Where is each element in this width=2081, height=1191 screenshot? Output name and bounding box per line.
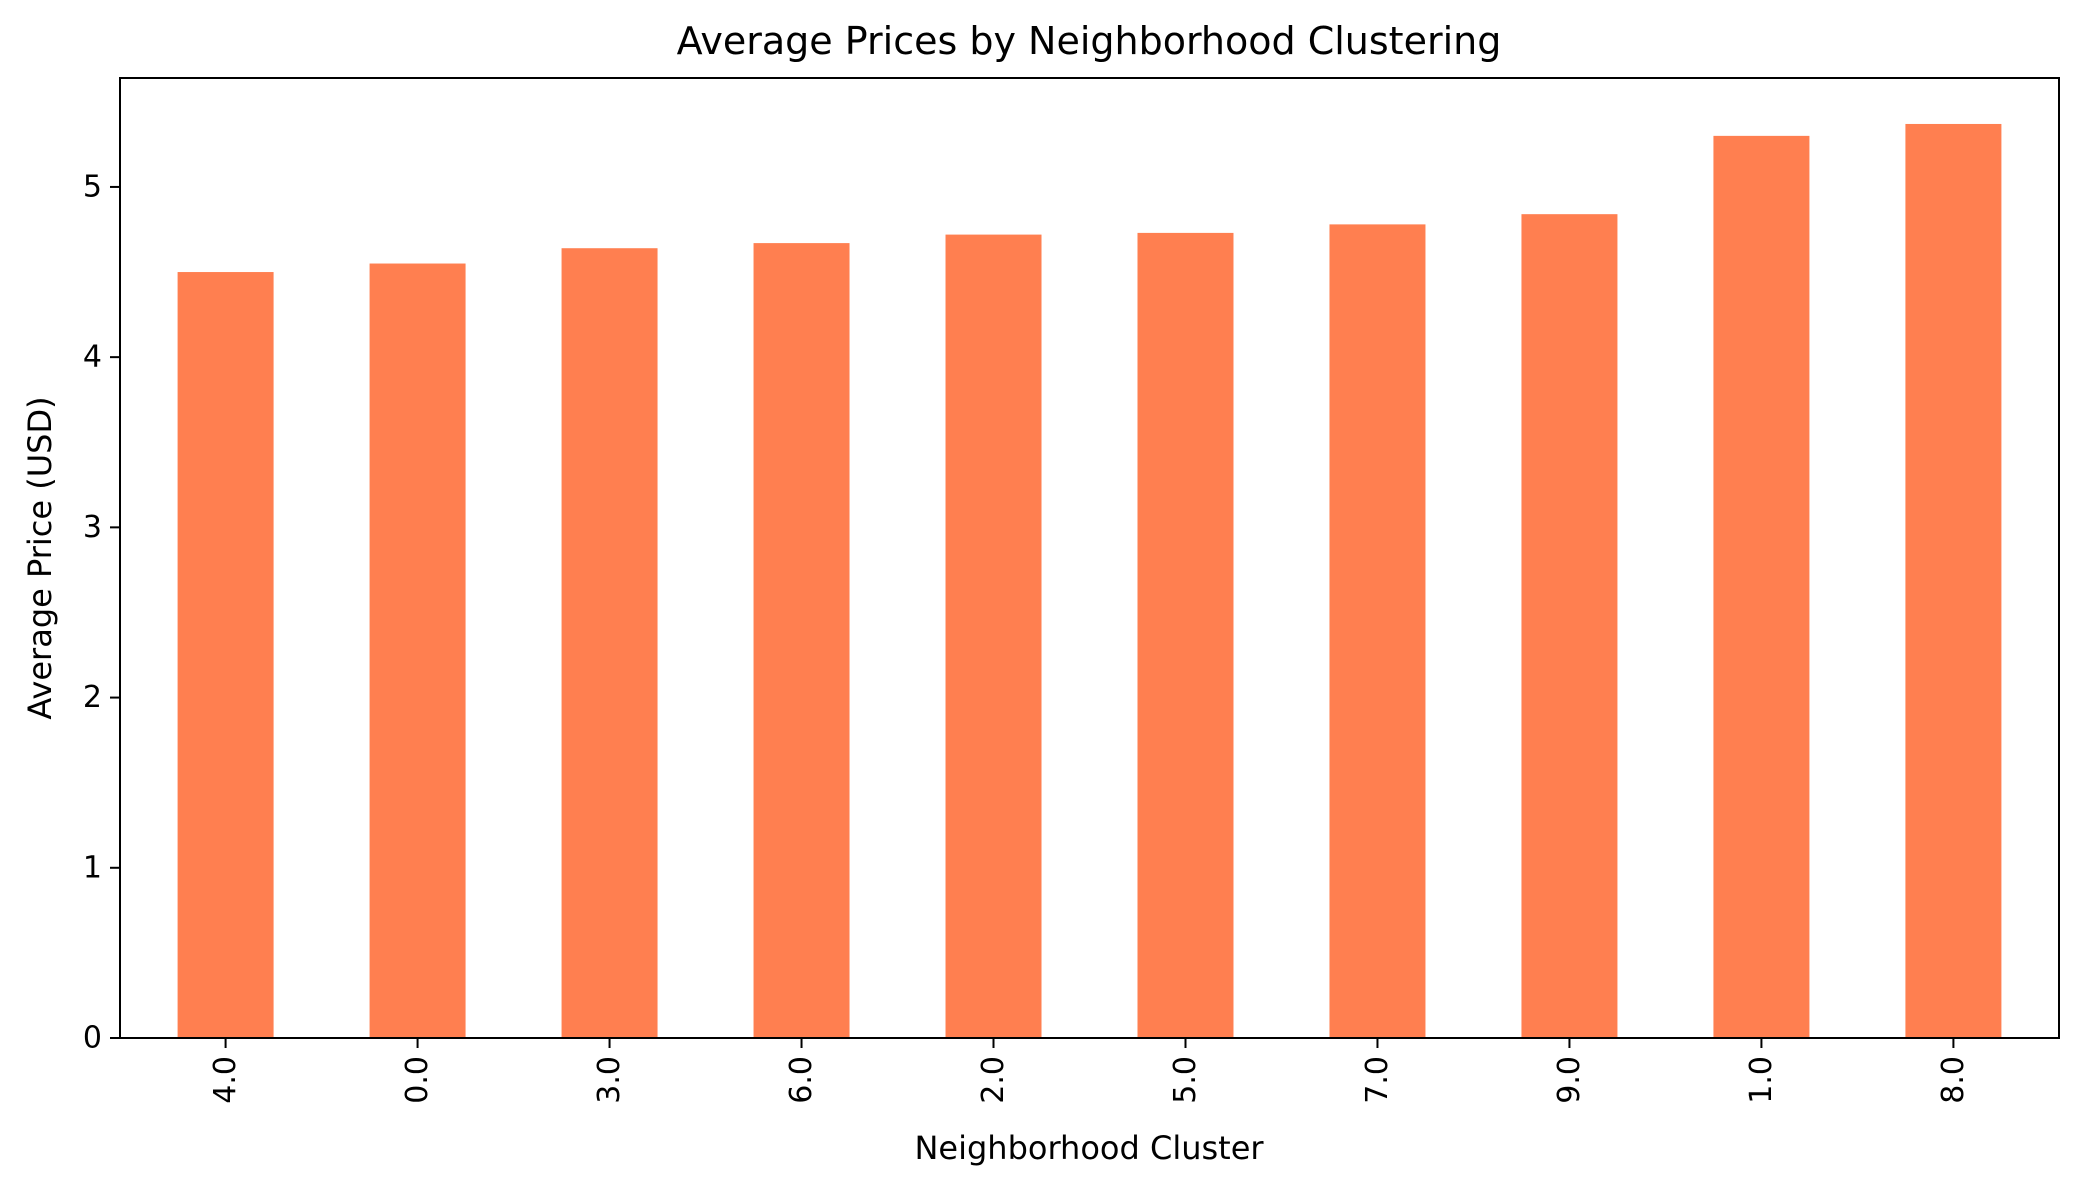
bar-9.0 (1521, 214, 1618, 1038)
bar-8.0 (1905, 123, 2002, 1038)
x-tick-label: 9.0 (1552, 1056, 1587, 1104)
y-tick-label: 4 (83, 340, 102, 375)
x-tick-label: 0.0 (400, 1056, 435, 1104)
y-axis-label: Average Price (USD) (21, 396, 59, 719)
y-axis: 0 1 2 3 4 5 (83, 169, 120, 1056)
x-tick-label: 1.0 (1744, 1056, 1779, 1104)
bar-4.0 (177, 272, 274, 1038)
y-tick-label: 3 (83, 510, 102, 545)
bar-6.0 (753, 243, 850, 1038)
chart-title: Average Prices by Neighborhood Clusterin… (677, 19, 1502, 63)
x-tick-label: 6.0 (784, 1056, 819, 1104)
bar-7.0 (1329, 224, 1426, 1038)
plot-frame (119, 77, 2060, 1039)
y-tick-label: 2 (83, 680, 102, 715)
y-tick-label: 5 (83, 169, 102, 204)
bar-0.0 (369, 263, 466, 1038)
x-tick-label: 5.0 (1168, 1056, 1203, 1104)
x-tick-label: 4.0 (208, 1056, 243, 1104)
x-tick-label: 7.0 (1360, 1056, 1395, 1104)
bars-group (177, 123, 2002, 1039)
x-tick-label: 3.0 (592, 1056, 627, 1104)
bar-1.0 (1713, 135, 1810, 1039)
x-tick-label: 2.0 (976, 1056, 1011, 1104)
bar-5.0 (1137, 232, 1234, 1038)
x-tick-label: 8.0 (1936, 1056, 1971, 1104)
y-tick-label: 1 (83, 850, 102, 885)
y-tick-label: 0 (83, 1021, 102, 1056)
x-axis: 4.0 0.0 3.0 6.0 2.0 5.0 7.0 9.0 1.0 8.0 (208, 1038, 1971, 1104)
bar-2.0 (945, 234, 1042, 1038)
bar-3.0 (561, 248, 658, 1038)
x-axis-label: Neighborhood Cluster (914, 1129, 1264, 1167)
